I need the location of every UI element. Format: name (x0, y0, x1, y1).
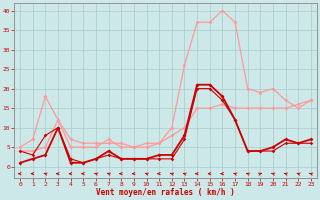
X-axis label: Vent moyen/en rafales ( km/h ): Vent moyen/en rafales ( km/h ) (96, 188, 235, 197)
